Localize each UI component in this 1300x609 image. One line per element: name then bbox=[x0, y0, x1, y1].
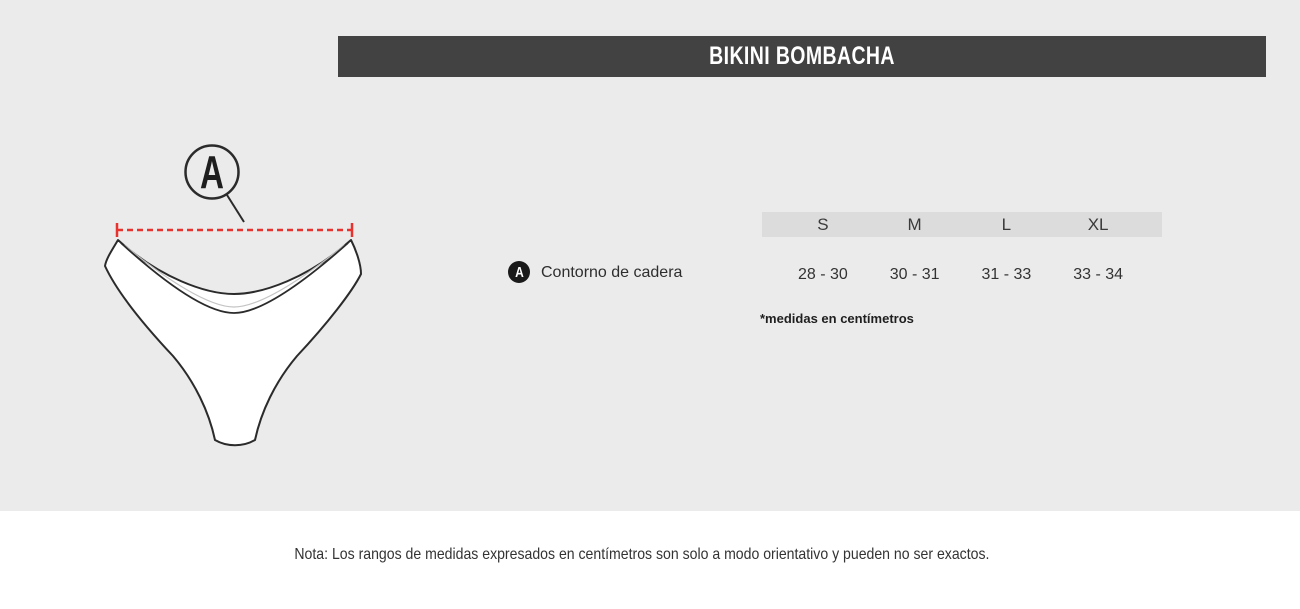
measure-row-values: 28 - 30 30 - 31 31 - 33 33 - 34 bbox=[762, 265, 1162, 285]
footer-note-text: Nota: Los rangos de medidas expresados e… bbox=[294, 546, 990, 563]
value-l: 31 - 33 bbox=[981, 266, 1032, 283]
bikini-bottom-diagram bbox=[104, 144, 362, 447]
value-m: 30 - 31 bbox=[889, 266, 940, 283]
garment-waist-seam bbox=[120, 242, 349, 314]
size-column-s: S bbox=[817, 215, 829, 234]
size-column-xl: XL bbox=[1087, 215, 1109, 234]
value-xl: 33 - 34 bbox=[1073, 266, 1124, 283]
measure-row-label: Contorno de cadera bbox=[541, 264, 683, 281]
page-title: BIKINI BOMBACHA bbox=[709, 42, 895, 70]
size-column-l: L bbox=[1001, 215, 1012, 234]
row-marker-letter: A bbox=[514, 263, 524, 281]
row-marker-badge: A bbox=[508, 261, 530, 283]
units-note: *medidas en centímetros bbox=[760, 311, 914, 326]
title-bar: BIKINI BOMBACHA bbox=[338, 36, 1266, 77]
garment-fold-line bbox=[123, 244, 346, 308]
size-table-header: S M L XL bbox=[762, 212, 1162, 237]
marker-a-circle bbox=[184, 144, 240, 200]
footer-note: Nota: Los rangos de medidas expresados e… bbox=[0, 545, 1284, 565]
size-column-m: M bbox=[907, 215, 922, 234]
value-s: 28 - 30 bbox=[797, 266, 848, 283]
marker-leader-line bbox=[226, 194, 245, 223]
marker-a-label: A bbox=[200, 146, 224, 198]
garment-outline bbox=[104, 239, 362, 447]
